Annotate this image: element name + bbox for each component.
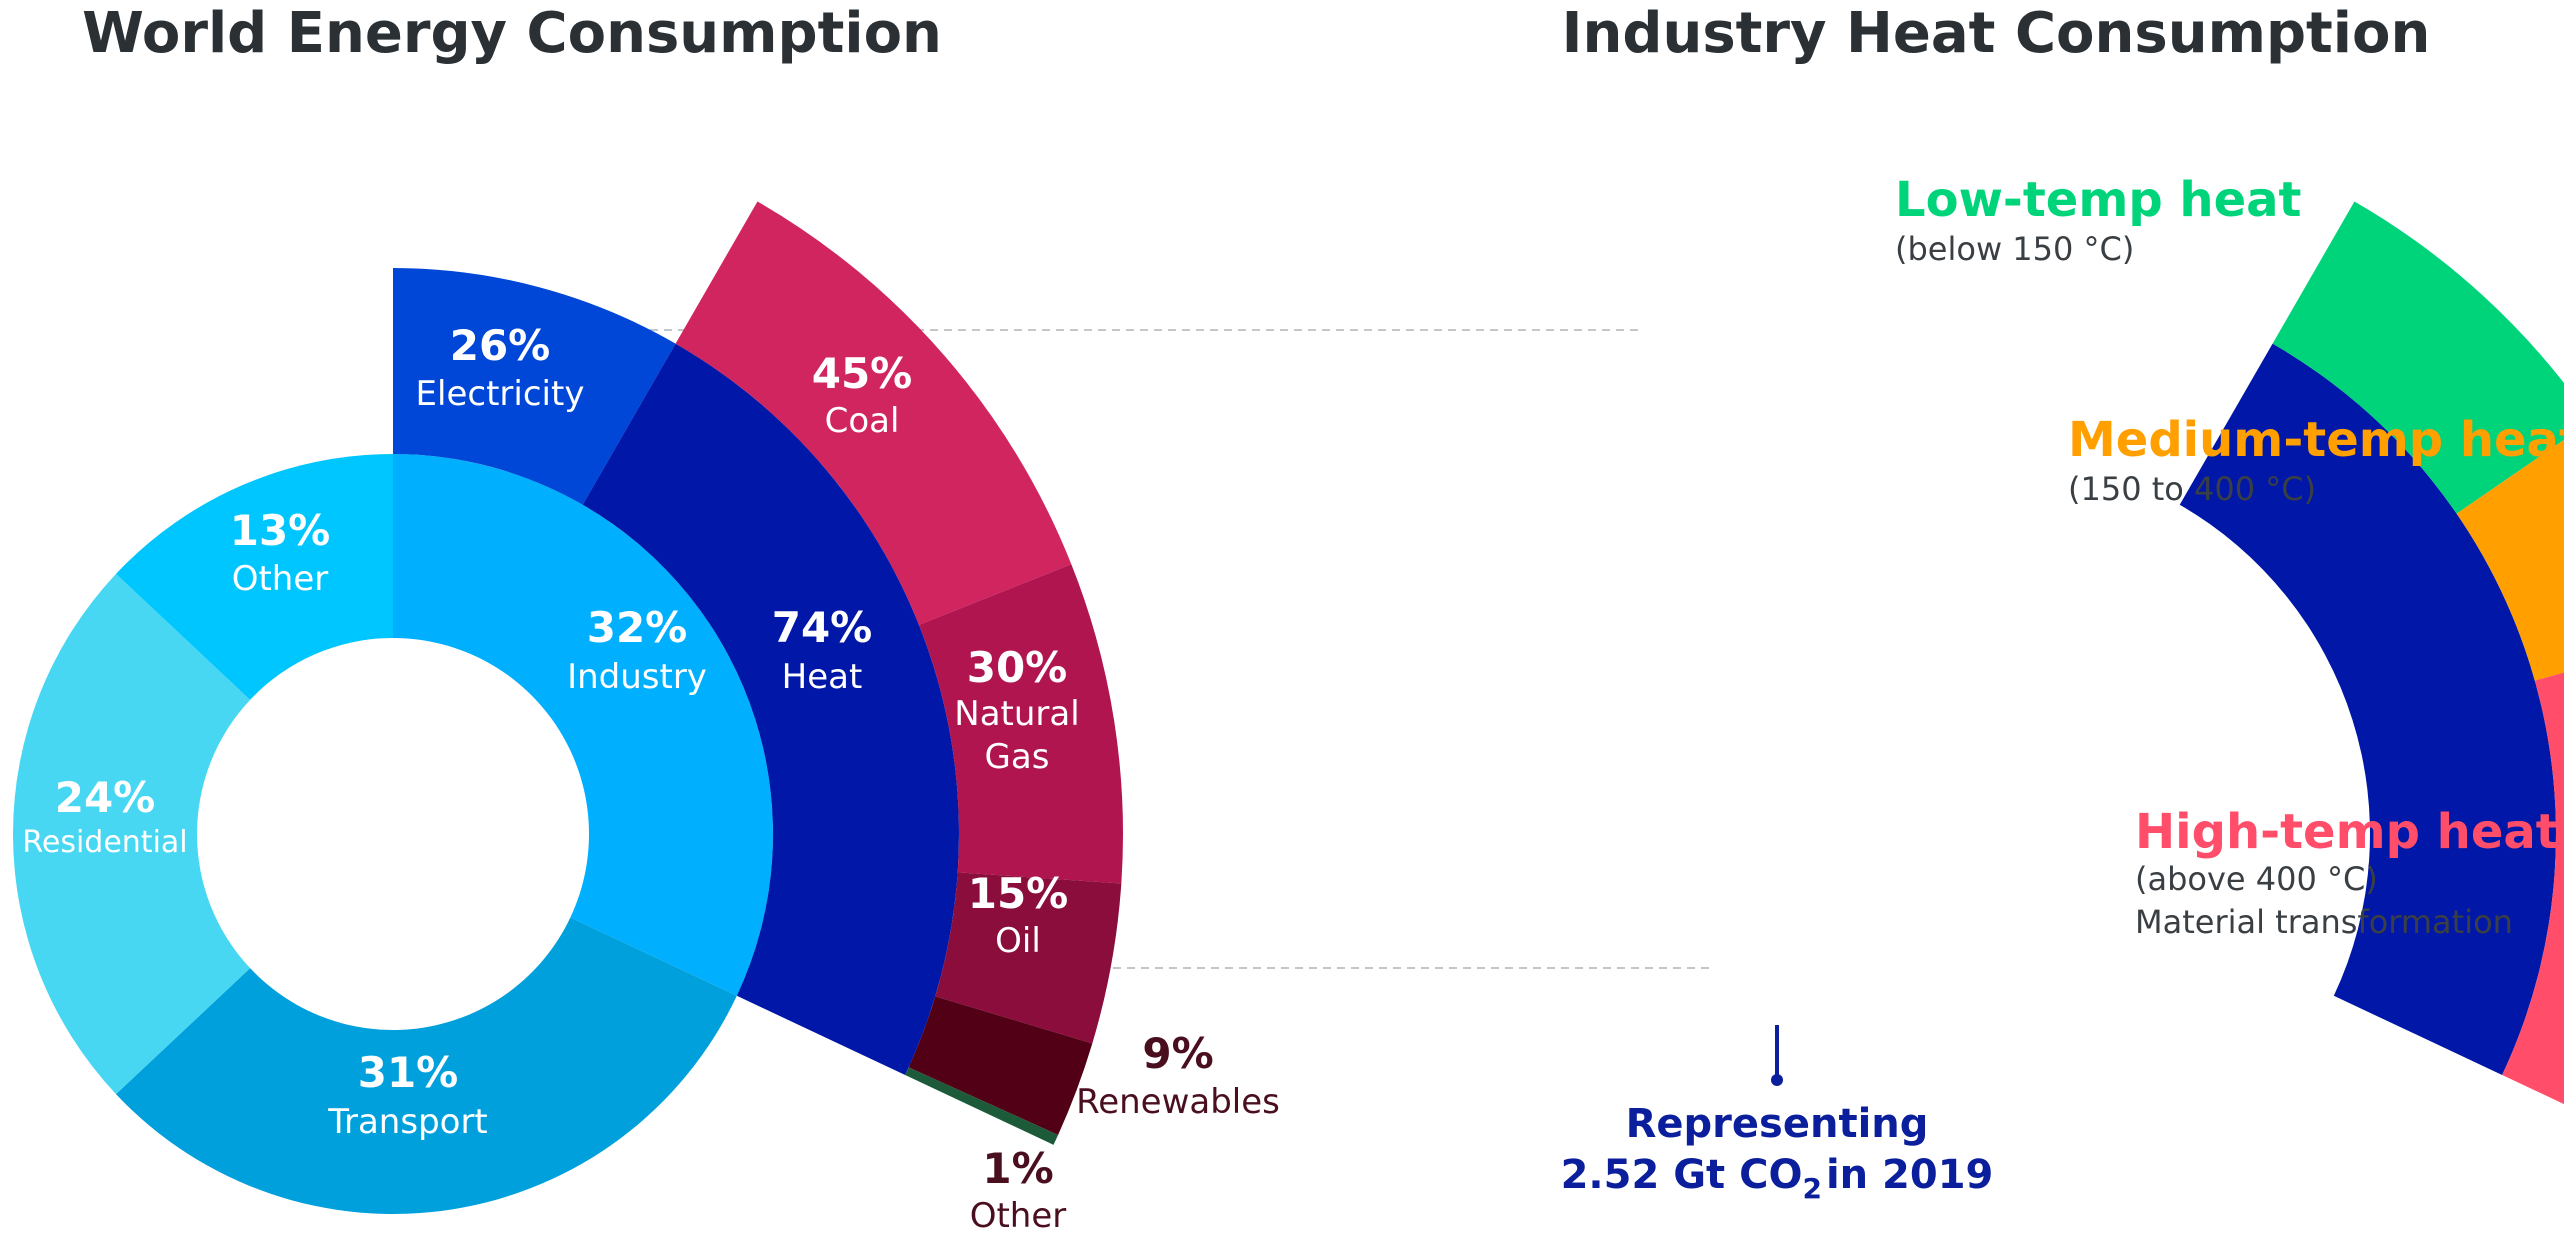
center-heat-label: Heat [1777,637,1858,677]
label-inner-other-name: Other [232,559,329,599]
label-renewables-name: Renewables [1076,1082,1280,1122]
heat-source-wedge-oil [935,872,1122,1044]
label-high-temp-value: 48% [1953,829,2054,878]
label-gas-name-2: Gas [985,737,1050,777]
note-pointer-dot [1771,1074,1783,1086]
low-temp-title: Low-temp heat [1895,172,2301,228]
breakdown-wedge-electricity [393,268,676,505]
label-oil-name: Oil [995,921,1041,961]
label-low-temp-value: 30% [1740,318,1841,367]
label-coal-value: 45% [812,349,913,398]
label-inner-other-value: 13% [230,506,331,555]
temp-wedge-high-temp-heat [2502,672,2564,1105]
label-gas-value: 30% [967,643,1068,692]
heat-source-wedge-renewables [908,996,1093,1135]
label-medium-temp-value: 22% [1888,509,1989,558]
heat-source-wedge-coal [675,201,1072,625]
chart-title-right: Industry Heat Consumption [1562,1,2431,66]
label-heat-name: Heat [782,657,863,697]
label-residential-value: 24% [55,773,156,822]
high-temp-note: Material transformation [2135,903,2513,941]
center-heat-value: 74% [1767,584,1868,633]
heat-center-wedge [2179,343,2556,1075]
high-temp-range: (above 400 °C) [2135,860,2378,898]
heat-source-wedge-natural-gas [918,564,1123,884]
label-residential-name: Residential [22,825,187,860]
medium-temp-range: (150 to 400 °C) [2068,470,2316,508]
label-industry-value: 32% [587,603,688,652]
label-industry-name: Industry [567,657,707,697]
low-temp-range: (below 150 °C) [1895,230,2134,268]
inner-wedge-industry [393,454,774,996]
label-renewables-value: 9% [1142,1029,1213,1078]
label-gas-name-1: Natural [954,694,1079,734]
medium-temp-title: Medium-temp heat [2068,412,2564,468]
inner-wedge-transport [115,917,737,1215]
center-equals: = [1803,676,1832,716]
high-temp-title: High-temp heat [2135,804,2559,860]
label-coal-name: Coal [825,401,900,441]
label-transport-name: Transport [327,1102,488,1142]
inner-wedge-residential [12,573,251,1095]
label-heat-value: 74% [772,603,873,652]
label-electricity-name: Electricity [416,374,585,414]
label-electricity-value: 26% [450,321,551,370]
breakdown-wedge-heat [582,343,959,1075]
note-line-1: Representing [1626,1101,1929,1147]
center-amount: 85 EJ [1753,722,1882,776]
temp-wedge-medium-temp-heat [2456,439,2564,681]
inner-wedge-other [115,454,394,700]
chart-title-left: World Energy Consumption [82,1,942,66]
heat-source-wedge-other [905,1067,1059,1145]
temp-wedge-low-temp-heat [2272,201,2564,514]
note-line-2: 2.52 Gt CO2 in 2019 [1561,1152,1994,1205]
label-outer-other-name: Other [970,1196,1067,1236]
label-transport-value: 31% [358,1048,459,1097]
label-oil-value: 15% [968,869,1069,918]
label-outer-other-value: 1% [982,1144,1053,1193]
